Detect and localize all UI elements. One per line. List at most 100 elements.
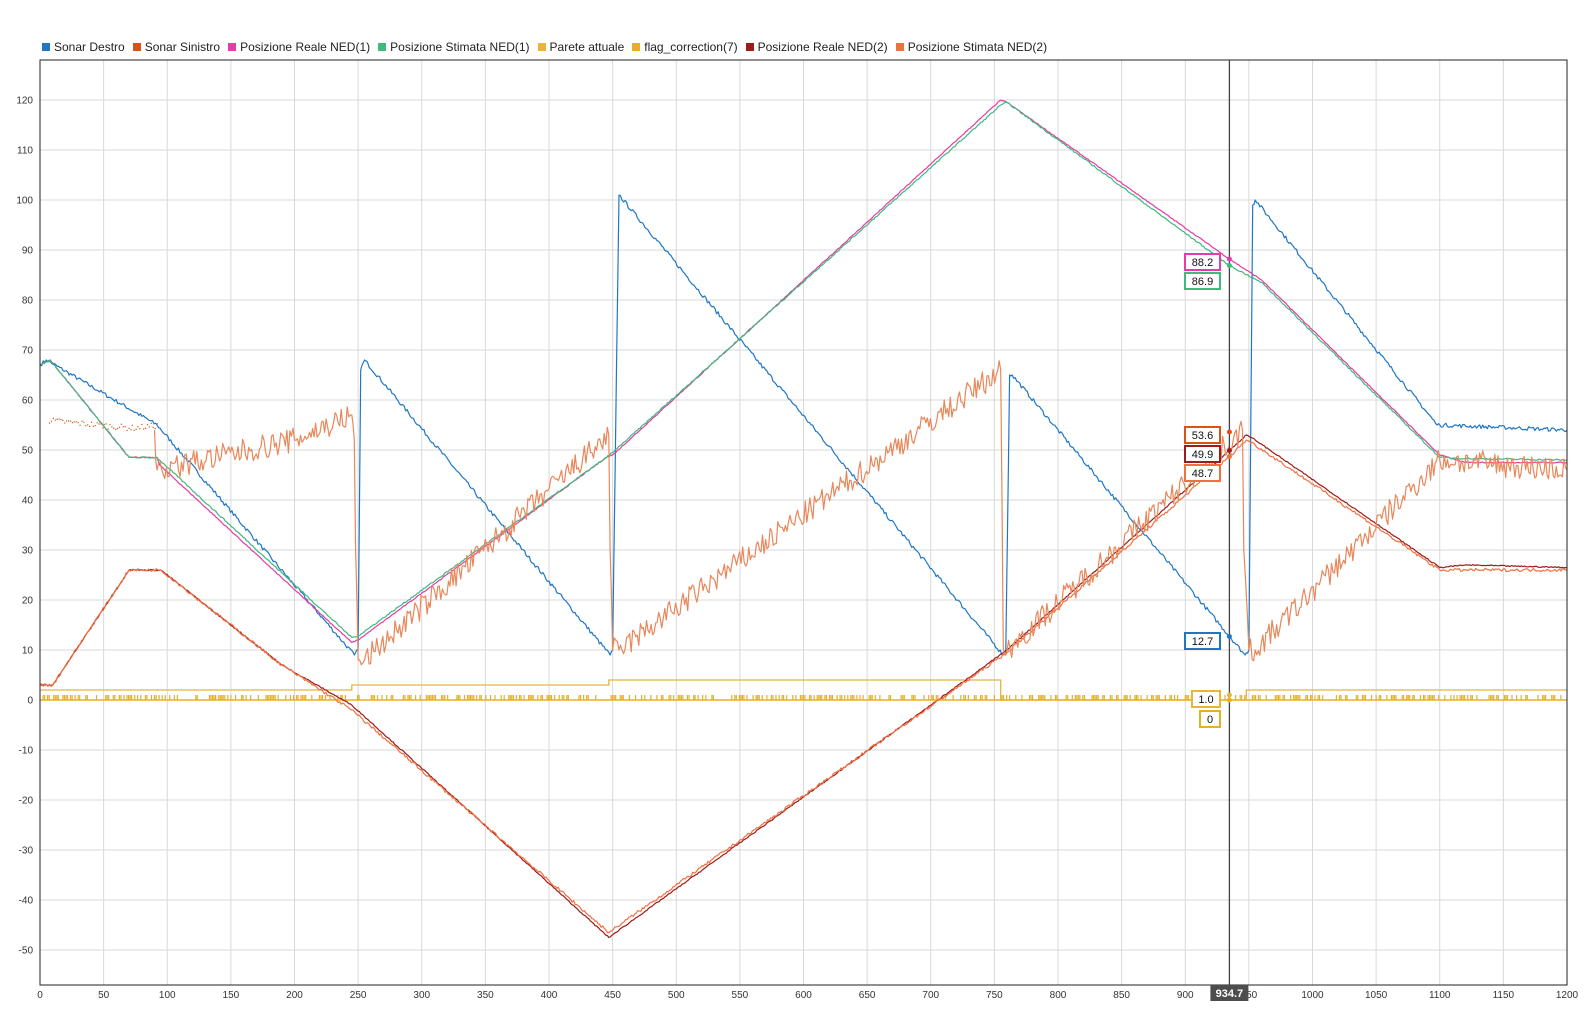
x-tick-label: 1150	[1493, 990, 1515, 1001]
series-point	[52, 417, 54, 419]
y-tick-label: 90	[22, 246, 34, 257]
datatip-label: 1.0	[1198, 694, 1213, 706]
x-tick-label: 200	[286, 990, 303, 1001]
y-tick-label: 20	[22, 596, 34, 607]
series-point	[54, 419, 56, 421]
datatip[interactable]: 48.7	[1184, 454, 1232, 482]
datatip[interactable]: 1.0	[1191, 690, 1232, 708]
datatip-label: 48.7	[1192, 468, 1213, 480]
series-point	[90, 421, 93, 423]
datatip-label: 86.9	[1192, 276, 1213, 288]
x-tick-label: 300	[413, 990, 430, 1001]
legend-swatch	[632, 43, 641, 51]
legend-label: Posizione Stimata NED(2)	[907, 40, 1048, 54]
series-point	[109, 424, 111, 426]
plot-frame	[39, 59, 1568, 986]
y-tick-label: 120	[16, 96, 33, 107]
datatip-marker	[1226, 256, 1232, 262]
grid-lines	[39, 60, 1568, 985]
x-tick-label: 700	[922, 990, 939, 1001]
series-group	[40, 99, 1567, 939]
legend-item-parete-attuale[interactable]: Parete attuale	[537, 40, 625, 54]
x-tick-label: 600	[795, 990, 812, 1001]
y-tick-label: 40	[22, 496, 34, 507]
legend-swatch	[228, 43, 237, 51]
series-point	[69, 420, 72, 422]
x-tick-label: 0	[37, 990, 43, 1001]
series-point	[60, 418, 62, 421]
series-line	[40, 194, 1567, 656]
legend-swatch	[745, 43, 754, 51]
legend-item-sonar-sinistro[interactable]: Sonar Sinistro	[132, 40, 221, 54]
datatip-box	[1184, 632, 1221, 650]
x-tick-label: 1050	[1365, 990, 1388, 1001]
series-point	[152, 426, 154, 429]
series-sonar-sinistro	[48, 417, 158, 432]
x-tick-label: 850	[1113, 990, 1130, 1001]
series-point	[85, 425, 87, 427]
legend-item-posizione-reale-ned-2[interactable]: Posizione Reale NED(2)	[745, 40, 888, 54]
y-tick-label: 0	[27, 696, 33, 707]
datatip[interactable]: 86.9	[1184, 263, 1232, 290]
y-tick-label: 110	[17, 146, 33, 157]
series-unlabeled-8	[153, 360, 1567, 666]
series-parete-attuale	[40, 679, 1567, 701]
datatip-marker	[1226, 263, 1232, 268]
legend-label: Posizione Stimata NED(1)	[390, 40, 530, 54]
datatip-marker	[1226, 634, 1232, 639]
y-tick-label: -40	[19, 896, 34, 907]
series-point	[62, 419, 64, 421]
series-point	[133, 429, 135, 431]
series-point	[137, 426, 139, 428]
legend-item-flag-correction-7[interactable]: flag_correction(7)	[632, 40, 738, 54]
series-line	[40, 679, 1567, 701]
series-point	[87, 424, 89, 426]
series-point	[73, 421, 75, 423]
datatip[interactable]: 88.2	[1184, 253, 1232, 271]
legend-item-posizione-stimata-ned-2[interactable]: Posizione Stimata NED(2)	[895, 40, 1048, 54]
data-cursor-label-box[interactable]	[1210, 985, 1249, 1001]
series-point	[94, 425, 96, 427]
legend-label: Sonar Sinistro	[144, 40, 221, 54]
series-point	[107, 428, 109, 430]
legend-label: Sonar Destro	[54, 40, 125, 54]
series-point	[148, 426, 150, 428]
datatip[interactable]: 49.9	[1184, 445, 1232, 463]
datatip-label: 88.2	[1192, 257, 1213, 269]
series-posizione-reale-ned-1	[40, 99, 1567, 644]
datatip-marker	[1226, 429, 1232, 435]
legend-item-posizione-stimata-ned-1[interactable]: Posizione Stimata NED(1)	[378, 40, 530, 54]
legend-label: flag_correction(7)	[644, 40, 738, 54]
y-tick-label: -30	[19, 846, 34, 857]
datatip[interactable]: 53.6	[1184, 426, 1232, 444]
legend-item-sonar-destro[interactable]: Sonar Destro	[42, 40, 125, 54]
series-line	[40, 439, 1567, 934]
data-cursor-label: 934.7	[1216, 988, 1244, 1000]
series-point	[58, 418, 60, 420]
x-tick-label: 150	[223, 990, 240, 1001]
datatip-box	[1184, 253, 1221, 271]
series-point	[130, 429, 132, 431]
legend-swatch	[132, 43, 141, 51]
chart-legend: Sonar Destro Sonar Sinistro Posizione Real…	[42, 39, 1055, 55]
x-tick-label: 750	[986, 990, 1003, 1001]
x-tick-label: 350	[477, 990, 494, 1001]
datatip[interactable]: 12.7	[1184, 632, 1232, 650]
series-point	[128, 427, 130, 429]
series-point	[124, 426, 126, 428]
x-tick-label: 100	[159, 990, 176, 1001]
datatip-marker	[1226, 692, 1232, 698]
datatip[interactable]: 0	[1199, 697, 1232, 728]
series-line	[40, 99, 1567, 644]
legend-swatch	[895, 43, 904, 51]
legend-item-posizione-reale-ned-1[interactable]: Posizione Reale NED(1)	[228, 40, 370, 54]
series-point	[141, 423, 143, 426]
y-tick-label: -50	[19, 946, 34, 957]
series-point	[96, 422, 98, 424]
series-point	[79, 424, 81, 426]
series-point	[146, 423, 149, 426]
y-tick-label: 30	[22, 546, 34, 557]
series-point	[105, 423, 107, 425]
legend-label: Parete attuale	[549, 40, 625, 54]
